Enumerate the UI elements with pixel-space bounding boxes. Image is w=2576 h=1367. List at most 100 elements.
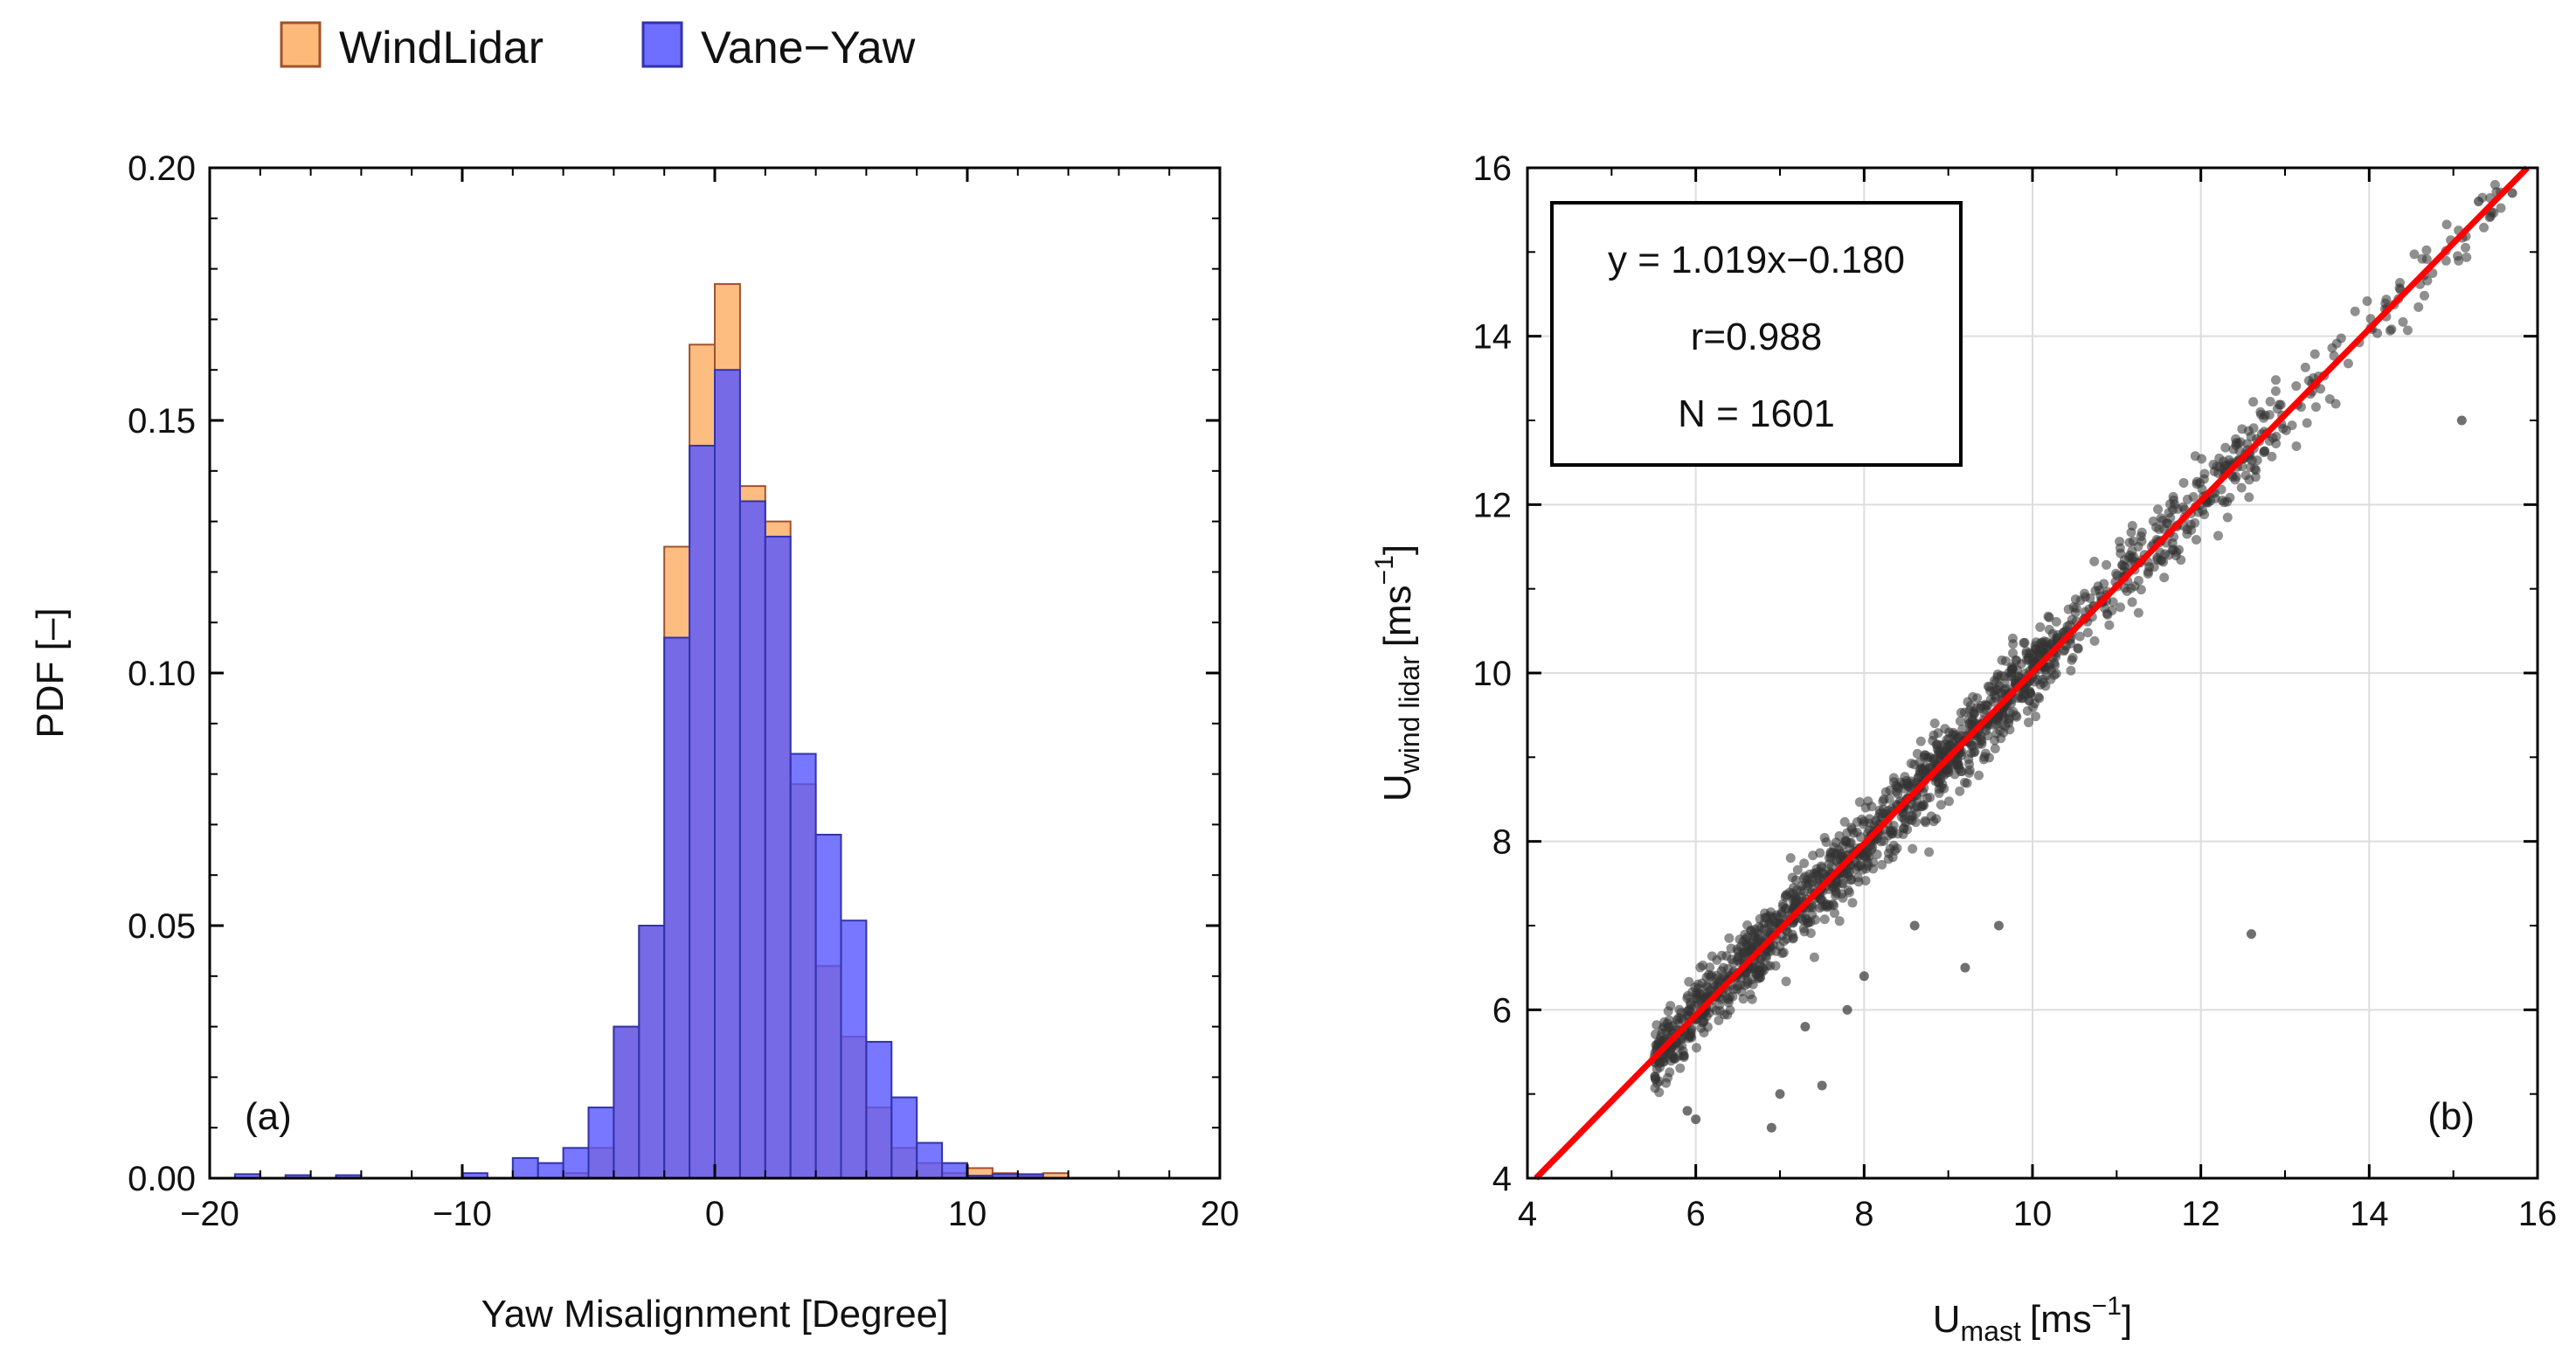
scatter-point-outlier bbox=[1800, 1022, 1811, 1032]
scatter-point bbox=[2327, 343, 2337, 353]
scatter-point-outlier bbox=[2246, 929, 2256, 940]
scatter-point bbox=[2124, 538, 2135, 548]
scatter-point bbox=[1747, 994, 1757, 1004]
scatter-point bbox=[1778, 947, 1789, 958]
scatter-point bbox=[1821, 837, 1832, 848]
scatter-point bbox=[1652, 1039, 1662, 1050]
scatter-point bbox=[1665, 1001, 1676, 1011]
scatter-point bbox=[1839, 816, 1850, 827]
scatter-point bbox=[1846, 822, 1857, 833]
scatter-point bbox=[2127, 546, 2137, 557]
scatter-point bbox=[1701, 981, 1712, 991]
scatter-point bbox=[2117, 559, 2128, 570]
histogram-bars bbox=[233, 282, 1070, 1180]
scatter-point bbox=[1783, 926, 1793, 937]
scatter-point bbox=[1880, 787, 1891, 797]
scatter-point bbox=[2012, 664, 2022, 675]
x-tick-label: 10 bbox=[948, 1195, 987, 1233]
scatter-point bbox=[2068, 602, 2079, 613]
scatter-point bbox=[2067, 614, 2077, 625]
scatter-point bbox=[1799, 858, 1810, 869]
scatter-point bbox=[2044, 624, 2054, 635]
scatter-point bbox=[2155, 547, 2165, 558]
scatter-point bbox=[2248, 423, 2259, 434]
scatter-point bbox=[1888, 840, 1899, 850]
scatter-point bbox=[2310, 402, 2321, 413]
scatter-point bbox=[2441, 255, 2451, 266]
scatter-point bbox=[1818, 867, 1828, 878]
scatter-point bbox=[1714, 1015, 1724, 1025]
scatter-point bbox=[1964, 705, 1975, 716]
scatter-point bbox=[1860, 876, 1871, 886]
stats-correlation: r=0.988 bbox=[1691, 316, 1822, 358]
scatter-point bbox=[1974, 770, 1984, 781]
histogram-x-axis-label: Yaw Misalignment [Degree] bbox=[481, 1293, 949, 1336]
scatter-point bbox=[2089, 635, 2100, 646]
scatter-point bbox=[2222, 512, 2233, 523]
scatter-point bbox=[1955, 716, 1965, 726]
scatter-point bbox=[2075, 595, 2086, 606]
scatter-point bbox=[1825, 849, 1836, 859]
x-tick-label: 10 bbox=[2013, 1195, 2053, 1233]
scatter-point-outlier bbox=[1859, 971, 1869, 982]
y-tick-label: 12 bbox=[1473, 486, 1513, 524]
scatter-y-axis-label: Uwind lidar [ms−1] bbox=[1370, 545, 1425, 801]
scatter-point bbox=[1684, 976, 1694, 987]
scatter-point bbox=[1829, 908, 1839, 919]
scatter-point bbox=[2178, 477, 2189, 488]
scatter-point bbox=[2343, 358, 2353, 369]
regression-line bbox=[1534, 165, 2530, 1181]
scatter-point bbox=[1716, 966, 1727, 976]
bar-vane-yaw-19 bbox=[890, 1096, 918, 1180]
scatter-point bbox=[2192, 476, 2202, 487]
scatter-point bbox=[2148, 516, 2158, 526]
x-tick-label: 6 bbox=[1686, 1195, 1706, 1233]
scatter-point bbox=[1679, 1051, 1689, 1061]
scatter-point bbox=[1911, 808, 1922, 818]
scatter-point bbox=[1978, 754, 1989, 765]
scatter-point bbox=[1985, 685, 1996, 696]
scatter-point bbox=[1892, 781, 1902, 792]
scatter-point bbox=[2489, 179, 2500, 190]
scatter-point bbox=[2167, 545, 2178, 555]
scatter-point bbox=[2170, 499, 2180, 510]
scatter-point bbox=[2362, 296, 2372, 307]
scatter-point bbox=[2153, 504, 2164, 515]
scatter-point bbox=[2019, 638, 2029, 649]
scatter-point-outlier bbox=[2456, 415, 2467, 426]
y-tick-label: 10 bbox=[1473, 655, 1513, 693]
scatter-point bbox=[1748, 979, 1758, 989]
scatter-point bbox=[2237, 424, 2247, 434]
scatter-point bbox=[2265, 397, 2275, 407]
x-tick-label: −20 bbox=[180, 1195, 239, 1233]
bar-vane-yaw-7 bbox=[587, 1107, 615, 1179]
histogram-panel: −20 −10 0 10 20 0.00 0.05 0.10 0.15 0.20 (a) Yaw … bbox=[29, 149, 1239, 1336]
bar-vane-yaw-16 bbox=[814, 833, 842, 1180]
scatter-point bbox=[2197, 484, 2207, 495]
scatter-point bbox=[1925, 792, 1935, 802]
scatter-y-axis-label-sub: wind lidar bbox=[1394, 656, 1425, 775]
x-tick-label: 14 bbox=[2350, 1195, 2389, 1233]
scatter-point bbox=[2159, 572, 2170, 583]
scatter-point bbox=[2004, 667, 2014, 677]
scatter-point bbox=[2116, 548, 2126, 559]
scatter-point bbox=[2059, 646, 2069, 656]
scatter-ticks: 44 6 6 8 8 10 10 12 12 14 14 16 16 bbox=[1473, 149, 2558, 1233]
y-tick-label: 16 bbox=[1473, 149, 1513, 188]
scatter-point bbox=[2441, 219, 2452, 230]
scatter-point bbox=[1803, 918, 1813, 928]
scatter-point bbox=[2095, 585, 2105, 595]
scatter-point bbox=[1691, 1043, 1701, 1053]
scatter-point bbox=[2089, 556, 2100, 566]
scatter-point bbox=[2252, 455, 2262, 466]
scatter-point bbox=[2190, 451, 2200, 461]
scatter-point bbox=[1847, 898, 1858, 908]
scatter-point bbox=[2007, 633, 2018, 643]
scatter-point bbox=[1855, 832, 1866, 843]
y-tick-label: 0.15 bbox=[128, 402, 196, 441]
scatter-point bbox=[1723, 997, 1734, 1008]
scatter-point bbox=[2409, 249, 2420, 260]
scatter-point bbox=[1933, 728, 1943, 739]
scatter-point bbox=[1907, 781, 1917, 791]
scatter-point bbox=[2259, 413, 2269, 423]
